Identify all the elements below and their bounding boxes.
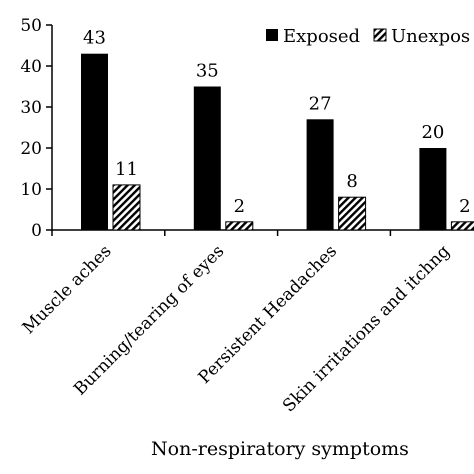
data-label: 35 (196, 61, 219, 82)
y-tick-label: 40 (20, 57, 42, 77)
data-label: 2 (459, 196, 470, 217)
bar-unexposed (450, 221, 474, 231)
y-tick-label: 50 (20, 16, 42, 36)
legend-label-exposed: Exposed (283, 26, 360, 47)
y-tick-label: 20 (20, 139, 42, 159)
bar-exposed (419, 148, 447, 230)
legend: Exposed Unexpos (266, 26, 470, 47)
data-label: 11 (115, 159, 138, 180)
legend-swatch-exposed (266, 29, 278, 41)
data-label: 8 (346, 171, 357, 192)
bar-unexposed (112, 184, 141, 231)
legend-swatch-unexposed (373, 28, 387, 42)
y-axis: 0 10 20 30 40 50 (20, 16, 53, 241)
y-tick-label: 30 (20, 98, 42, 118)
data-label: 2 (234, 196, 245, 217)
bars (81, 53, 474, 231)
bar-unexposed (338, 196, 367, 231)
data-label: 43 (83, 28, 106, 49)
legend-label-unexposed: Unexpos (391, 26, 470, 47)
x-axis (51, 229, 474, 236)
bar-unexposed (225, 221, 254, 231)
bar-exposed (193, 86, 221, 230)
data-labels: 43 35 27 20 11 2 8 2 (83, 28, 471, 217)
data-label: 20 (421, 122, 444, 143)
x-axis-title: Non-respiratory symptoms (151, 438, 409, 460)
y-tick-label: 0 (31, 221, 42, 241)
category-label: Muscle aches (19, 241, 116, 338)
bar-exposed (306, 119, 334, 230)
data-label: 27 (309, 93, 332, 114)
bar-exposed (81, 53, 108, 231)
y-tick-label: 10 (20, 180, 42, 200)
